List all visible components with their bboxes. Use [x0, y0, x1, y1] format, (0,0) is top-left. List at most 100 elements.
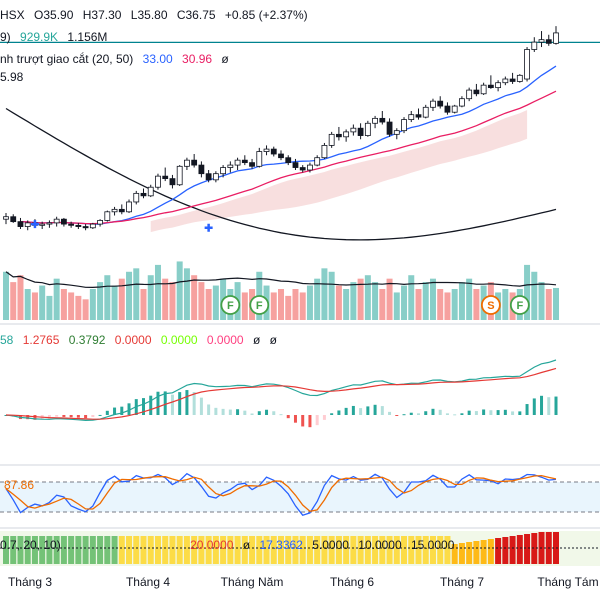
macd-histogram-bar: [26, 415, 30, 420]
candle-body: [516, 74, 523, 82]
candle: [314, 155, 321, 167]
volume-bar: [140, 289, 147, 320]
candle-body: [307, 164, 313, 171]
candle-body: [24, 222, 31, 227]
candle: [393, 128, 400, 140]
macd-histogram-bar: [417, 413, 420, 415]
candle: [516, 74, 523, 83]
macd-histogram-bar: [178, 392, 182, 415]
bottom-bar: [241, 536, 248, 564]
bottom-bar: [10, 536, 17, 564]
bottom-bar: [53, 536, 60, 564]
macd-histogram-bar: [192, 392, 196, 415]
volume-bar: [451, 289, 458, 320]
volume-bar: [270, 292, 277, 320]
candle-body: [184, 159, 190, 167]
change-value: +0.85 (+2.37%): [224, 8, 308, 22]
bottom-bar: [133, 536, 140, 564]
bottom-bar: [328, 536, 335, 564]
candle: [133, 190, 140, 205]
macd-histogram-bar: [424, 411, 428, 415]
candle-body: [17, 221, 24, 227]
bottom-bar: [357, 536, 364, 564]
candle-body: [10, 216, 17, 223]
badge-label: F: [227, 300, 234, 312]
candle: [147, 184, 154, 198]
candle-body: [191, 159, 198, 166]
candle-body: [53, 218, 60, 224]
candle: [118, 204, 125, 215]
bottom-bar: [451, 544, 458, 564]
candle-body: [285, 157, 292, 164]
macd-histogram-bar: [540, 395, 544, 415]
candle-body: [538, 39, 545, 43]
volume-bar: [212, 285, 219, 320]
candle-body: [270, 148, 277, 155]
low-value: L35.80: [130, 8, 168, 22]
bottom-bar: [234, 536, 241, 564]
bottom-bar: [75, 536, 82, 564]
bottom-bar: [487, 539, 494, 564]
macd-histogram-bar: [373, 404, 377, 415]
candle: [531, 37, 538, 52]
candle: [24, 220, 31, 231]
bottom-bar: [256, 536, 263, 564]
volume-bar: [502, 289, 509, 320]
bottom-bar: [364, 536, 371, 564]
bottom-bar: [372, 536, 379, 564]
candle-body: [502, 78, 509, 84]
split-badge: S: [480, 295, 501, 315]
close-value: C36.75: [176, 8, 216, 22]
bottom-bar: [437, 536, 444, 564]
macd-histogram-bar: [62, 415, 66, 417]
bottom-bar: [386, 536, 393, 564]
candle: [104, 210, 111, 222]
volume-bar: [292, 289, 299, 320]
ma-slow-value: 30.96: [182, 52, 213, 66]
volume-bar: [183, 268, 190, 320]
volume-bar: [82, 299, 89, 320]
bottom-bar: [191, 536, 198, 564]
candle: [299, 165, 306, 173]
volume-bar: [328, 271, 335, 320]
candle: [292, 158, 299, 170]
candle-body: [46, 222, 53, 225]
volume-bar: [111, 285, 118, 320]
volume-bar: [538, 282, 545, 320]
bottom-bar: [162, 536, 169, 564]
bottom-bar: [516, 535, 523, 564]
volume-bar: [60, 289, 67, 320]
volume-bar: [89, 289, 96, 320]
bottom-bar: [24, 536, 31, 564]
macd-histogram-bar: [199, 397, 203, 415]
volume-bar: [118, 278, 125, 320]
candle: [249, 158, 255, 169]
volume-bar: [393, 292, 400, 320]
candle: [82, 224, 89, 231]
macd-histogram-bar: [142, 398, 145, 415]
volume-bar: [162, 278, 169, 320]
stoch-d-line: [5, 474, 557, 512]
stoch-header-value: 87.86: [4, 478, 35, 492]
x-tick-label: Tháng 7: [440, 575, 484, 589]
volume-bar: [24, 289, 31, 320]
bottom-bar: [401, 536, 408, 564]
candle: [140, 188, 147, 199]
volume-bar: [466, 278, 473, 320]
volume-bar: [126, 271, 133, 320]
macd-value-1: 1.2765: [22, 333, 60, 347]
candle: [39, 221, 46, 230]
candle-body: [68, 223, 75, 226]
badge-label: S: [487, 300, 494, 312]
bottom-bar: [270, 536, 277, 564]
bottom-bar: [227, 536, 234, 564]
macd-histogram-bar: [293, 415, 297, 423]
bottom-indicator-pane: [0, 531, 600, 566]
ma-cross-label: nh trượt giao cắt (20, 50): [0, 52, 134, 66]
exchange-label: HSX: [0, 8, 25, 22]
candle-body: [140, 192, 147, 197]
candle: [3, 213, 9, 225]
candle-body: [198, 164, 205, 175]
candle: [89, 222, 96, 230]
